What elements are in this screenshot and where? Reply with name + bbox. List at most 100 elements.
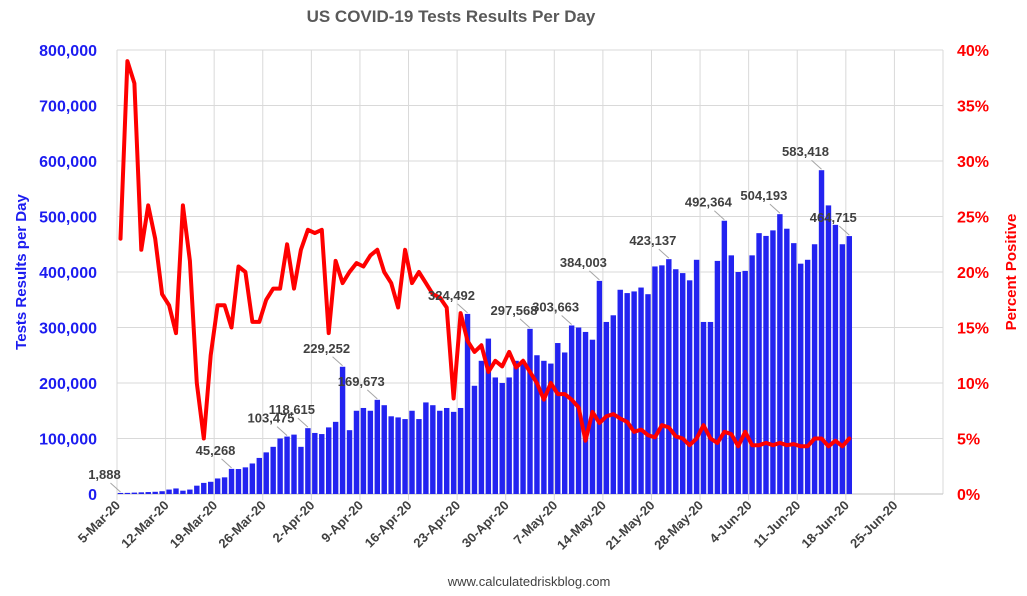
bar: [367, 410, 374, 494]
bar: [471, 385, 478, 494]
left-tick-label: 700,000: [39, 99, 97, 116]
source-credit: www.calculatedriskblog.com: [447, 574, 611, 589]
data-label-leader: [297, 417, 309, 428]
bar-data-label: 492,364: [685, 195, 733, 210]
bar: [131, 492, 138, 494]
bar: [388, 416, 394, 494]
bar: [166, 489, 172, 494]
x-tick-label: 26-Mar-20: [215, 498, 269, 552]
bar: [742, 270, 748, 494]
bar: [707, 321, 714, 494]
bar: [721, 220, 728, 494]
bar: [700, 321, 707, 494]
bar-data-label: 464,715: [810, 210, 857, 225]
bar-data-label: 118,615: [269, 402, 315, 417]
bar: [325, 427, 332, 494]
bar: [242, 467, 249, 494]
bar: [443, 407, 450, 494]
bar-data-label: 583,418: [782, 144, 829, 159]
left-tick-label: 800,000: [39, 43, 97, 60]
x-tick-label: 5-Mar-20: [75, 498, 123, 546]
left-tick-label: 300,000: [39, 321, 97, 338]
right-tick-label: 10%: [957, 376, 989, 393]
bar: [818, 170, 825, 494]
right-tick-label: 5%: [957, 432, 980, 449]
x-tick-label: 4-Jun-20: [706, 498, 754, 546]
bar: [201, 482, 207, 494]
right-tick-label: 35%: [957, 99, 989, 116]
data-label-leader: [589, 270, 600, 281]
bar: [270, 446, 276, 494]
bar-data-label: 384,003: [560, 255, 607, 270]
x-tick-label: 30-Apr-20: [459, 498, 512, 551]
bar: [499, 383, 505, 494]
bar: [686, 280, 693, 494]
bar: [117, 492, 124, 494]
bar: [582, 331, 589, 494]
right-tick-label: 40%: [957, 43, 989, 60]
bar: [596, 280, 603, 494]
bar: [673, 269, 679, 494]
right-axis-ticks: 0% 5% 10% 15% 20% 25% 30% 35% 40%: [957, 43, 989, 504]
bar: [457, 407, 464, 494]
bar: [291, 434, 297, 494]
bar: [332, 421, 339, 494]
data-label-leader: [838, 225, 850, 236]
bar-data-label: 504,193: [740, 188, 787, 203]
bar: [187, 489, 193, 494]
bar-data-label: 324,492: [428, 288, 475, 303]
bar: [825, 205, 832, 494]
bar: [513, 360, 519, 494]
bar-data-label: 229,252: [303, 341, 350, 356]
right-tick-label: 20%: [957, 265, 989, 282]
bar: [631, 291, 637, 494]
bar: [450, 411, 457, 494]
bar: [811, 244, 818, 494]
bar-series-tests: [117, 170, 853, 495]
bar: [138, 492, 145, 494]
bar: [770, 230, 776, 494]
data-label-leader: [658, 248, 670, 259]
bar: [180, 490, 186, 494]
bar: [617, 289, 623, 494]
data-label-leader: [221, 458, 232, 469]
bar-data-label: 423,137: [629, 233, 676, 248]
bar: [395, 417, 401, 494]
data-label-leader: [811, 159, 822, 170]
bar: [506, 377, 512, 494]
bar: [666, 259, 672, 494]
x-tick-label: 25-Jun-20: [847, 498, 901, 552]
left-tick-label: 600,000: [39, 154, 97, 171]
bar: [527, 328, 533, 494]
bar: [791, 243, 797, 494]
bar: [235, 469, 242, 494]
bar: [478, 360, 485, 494]
bar: [319, 434, 325, 494]
bar: [492, 377, 499, 494]
bar: [159, 491, 165, 494]
x-tick-label: 18-Jun-20: [798, 498, 852, 552]
bar: [124, 492, 131, 494]
bar: [804, 259, 811, 494]
x-tick-label: 12-Mar-20: [118, 498, 172, 552]
bar: [735, 272, 741, 494]
bar: [173, 488, 179, 494]
bar: [464, 313, 471, 494]
bar: [756, 233, 762, 494]
bar: [437, 410, 443, 494]
data-label-leader: [769, 203, 781, 214]
bar: [568, 325, 575, 494]
bar: [284, 436, 290, 494]
percent-positive-line: [118, 59, 852, 449]
bar: [381, 405, 387, 494]
bar: [402, 419, 408, 494]
x-tick-label: 7-May-20: [510, 498, 560, 548]
bar: [832, 224, 839, 494]
data-label-leader: [110, 482, 121, 493]
x-tick-label: 14-May-20: [554, 498, 609, 553]
bar: [374, 399, 381, 494]
bar: [305, 428, 311, 494]
left-tick-label: 200,000: [39, 376, 97, 393]
